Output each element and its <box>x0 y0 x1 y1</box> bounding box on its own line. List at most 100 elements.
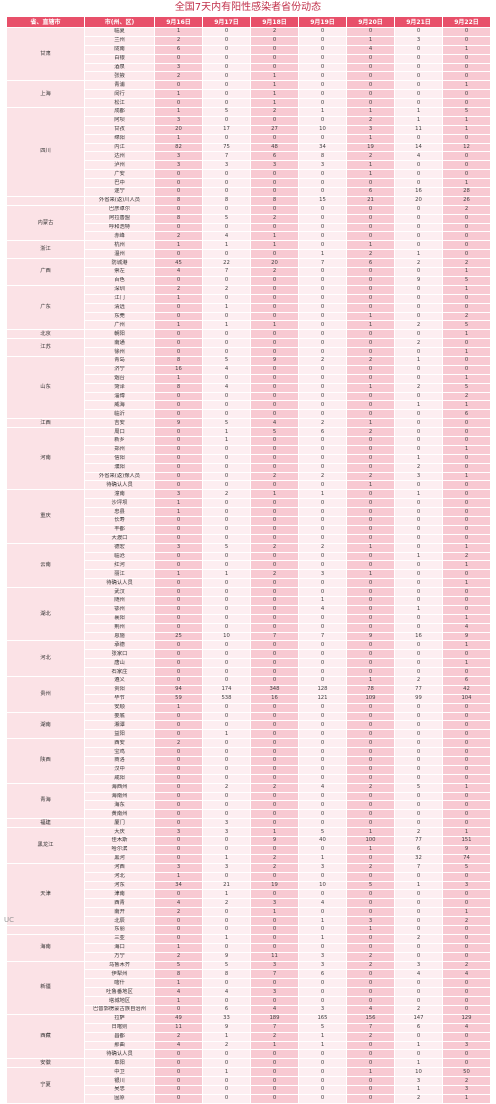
value-cell: 3 <box>202 862 251 873</box>
value-cell: 0 <box>346 347 395 357</box>
value-cell: 174 <box>202 684 251 695</box>
value-cell: 2 <box>346 355 395 366</box>
value-cell: 3 <box>394 35 443 46</box>
value-cell: 0 <box>394 160 443 171</box>
value-cell: 3 <box>298 1004 347 1015</box>
value-cell: 0 <box>298 738 347 749</box>
value-cell: 538 <box>202 693 251 704</box>
value-cell: 0 <box>394 133 443 144</box>
value-cell: 0 <box>154 836 203 846</box>
value-cell: 21 <box>202 880 251 891</box>
value-cell: 0 <box>442 427 491 437</box>
value-cell: 0 <box>394 515 443 526</box>
header-city: 市(州、区) <box>84 16 155 28</box>
value-cell: 0 <box>346 1058 395 1069</box>
value-cell: 0 <box>346 533 395 544</box>
value-cell: 0 <box>202 1093 251 1104</box>
city-cell: 张家口 <box>84 649 155 660</box>
value-cell: 2 <box>202 898 251 909</box>
value-cell: 3 <box>298 960 347 971</box>
value-cell: 5 <box>298 1022 347 1033</box>
value-cell: 1 <box>154 293 203 304</box>
value-cell: 0 <box>154 391 203 402</box>
table-row: 威海 0 0 0 0 0 1 1 <box>7 400 491 411</box>
value-cell: 1 <box>394 489 443 500</box>
city-cell: 达州 <box>84 151 155 162</box>
value-cell: 5 <box>442 862 491 873</box>
city-cell: 石家庄 <box>84 667 155 678</box>
value-cell: 1 <box>154 133 203 144</box>
value-cell: 0 <box>346 178 395 189</box>
province-cell: 甘肃 <box>6 26 85 82</box>
table-row: 松江 0 0 1 0 0 0 0 <box>7 98 491 109</box>
city-cell: 广安 <box>84 169 155 180</box>
value-cell: 0 <box>298 115 347 126</box>
value-cell: 0 <box>442 898 491 909</box>
city-cell: 徐州 <box>84 347 155 357</box>
value-cell: 0 <box>346 791 395 802</box>
value-cell: 2 <box>346 960 395 971</box>
value-cell: 48 <box>250 142 299 153</box>
province-cell: 广西 <box>6 258 85 286</box>
value-cell: 0 <box>202 391 251 402</box>
value-cell: 0 <box>250 293 299 304</box>
value-cell: 0 <box>298 676 347 686</box>
province-cell: 湖北 <box>6 587 85 642</box>
table-row: 宁夏 中卫 0 1 0 0 1 10 50 <box>6 1067 491 1104</box>
value-cell: 0 <box>298 133 347 144</box>
value-cell: 20 <box>250 258 299 269</box>
value-cell: 3 <box>202 818 251 829</box>
value-cell: 0 <box>346 498 395 509</box>
city-cell: 贵阳 <box>84 684 155 695</box>
value-cell: 7 <box>394 862 443 873</box>
city-cell: 昌都 <box>84 1031 155 1042</box>
value-cell: 0 <box>154 187 203 197</box>
value-cell: 77 <box>394 684 443 695</box>
value-cell: 2 <box>202 782 251 793</box>
value-cell: 0 <box>202 667 251 678</box>
value-cell: 0 <box>202 338 251 349</box>
table-body: 甘肃 临夏 1 0 2 0 0 0 0 兰州 2 0 0 0 1 3 0 陇南 6 0 0 0 4 0 1 白银 0 0 0 0 0 0 0 酒泉… <box>6 26 491 1104</box>
city-cell: 西安 <box>84 738 155 749</box>
value-cell: 1 <box>394 1040 443 1051</box>
value-cell: 0 <box>154 249 203 260</box>
value-cell: 0 <box>346 267 395 277</box>
value-cell: 0 <box>442 533 491 544</box>
value-cell: 8 <box>154 382 203 393</box>
value-cell: 33 <box>202 1013 251 1024</box>
value-cell: 7 <box>250 631 299 642</box>
value-cell: 0 <box>154 791 203 802</box>
value-cell: 2 <box>346 115 395 126</box>
value-cell: 9 <box>154 418 203 429</box>
value-cell: 0 <box>202 942 251 953</box>
value-cell: 1 <box>346 382 395 393</box>
value-cell: 0 <box>202 533 251 544</box>
table-row: 安徽 阜阳 0 0 0 0 0 1 0 <box>6 1058 491 1069</box>
value-cell: 1 <box>298 249 347 260</box>
value-cell: 0 <box>394 702 443 713</box>
table-row: 待确认人员 0 0 0 0 1 0 0 <box>7 480 491 491</box>
value-cell: 0 <box>442 871 491 882</box>
value-cell: 0 <box>154 782 203 793</box>
value-cell: 0 <box>394 907 443 918</box>
value-cell: 0 <box>346 604 395 615</box>
value-cell: 0 <box>394 89 443 100</box>
value-cell: 0 <box>298 729 347 740</box>
value-cell: 0 <box>298 373 347 384</box>
value-cell: 0 <box>442 524 491 535</box>
value-cell: 0 <box>202 204 251 215</box>
value-cell: 0 <box>202 462 251 473</box>
city-cell: 杭州 <box>84 240 155 251</box>
value-cell: 0 <box>202 587 251 597</box>
value-cell: 0 <box>394 889 443 900</box>
city-cell: 忠县 <box>84 507 155 517</box>
value-cell: 0 <box>346 222 395 233</box>
value-cell: 0 <box>394 978 443 989</box>
city-cell: 成都 <box>84 107 155 117</box>
value-cell: 28 <box>442 187 491 197</box>
city-cell: 菏泽 <box>84 382 155 393</box>
table-row: 河北 承德 0 0 0 0 0 0 1 <box>6 640 491 678</box>
value-cell: 0 <box>394 444 443 455</box>
value-cell: 0 <box>154 204 203 215</box>
value-cell: 1 <box>346 542 395 553</box>
